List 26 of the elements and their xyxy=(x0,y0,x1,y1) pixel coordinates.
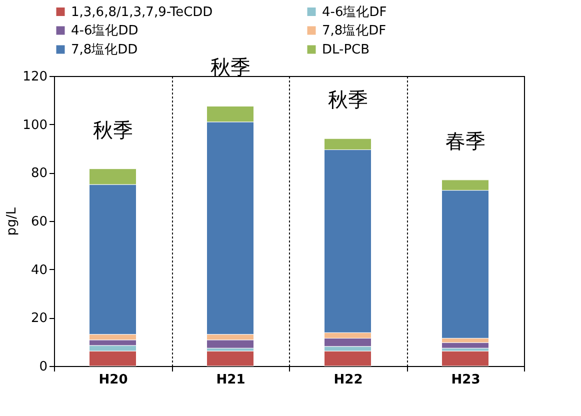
annotation: 秋季 xyxy=(210,55,250,80)
bar xyxy=(442,342,489,348)
y-tick-label: 100 xyxy=(22,118,48,133)
annotation: 秋季 xyxy=(328,88,368,112)
legend-label: 4-6塩化DD xyxy=(71,24,138,38)
y-axis-title: pg/L xyxy=(4,206,20,236)
legend-label: 1,3,6,8/1,3,7,9-TeCDD xyxy=(71,4,213,20)
legend-label: 4-6塩化DF xyxy=(322,4,387,20)
legend-label: DL-PCB xyxy=(322,42,370,58)
bar xyxy=(324,350,372,366)
x-tick-label: H21 xyxy=(216,372,246,388)
y-tick-label: 40 xyxy=(30,262,48,278)
bar xyxy=(442,350,489,366)
bar xyxy=(206,350,254,366)
annotation: 秋季 xyxy=(92,118,133,142)
x-tick-label: H20 xyxy=(98,372,128,388)
annotation: 春季 xyxy=(445,128,486,153)
y-tick-label: 60 xyxy=(30,214,48,230)
y-tick-label: 20 xyxy=(30,311,48,326)
x-tick-label: H23 xyxy=(451,372,480,388)
legend-label: 7,8塩化DD xyxy=(71,42,138,58)
x-tick-label: H22 xyxy=(334,372,363,388)
y-tick-label: 120 xyxy=(22,70,48,84)
legend-label: 7,8塩化DF xyxy=(322,24,386,38)
y-tick-label: 0 xyxy=(39,360,48,374)
y-tick-label: 80 xyxy=(30,166,48,182)
